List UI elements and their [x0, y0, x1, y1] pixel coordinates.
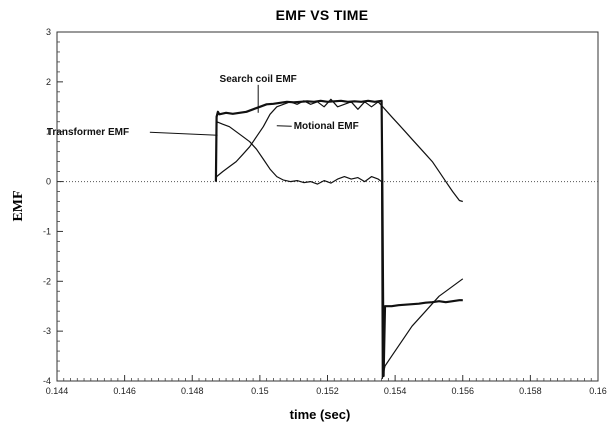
- annotation-label: Motional EMF: [294, 121, 359, 132]
- y-tick-label: -2: [43, 276, 51, 286]
- annotations-group: Search coil EMF Transformer EMF Motional E…: [47, 74, 359, 138]
- y-tick-label: -3: [43, 326, 51, 336]
- y-tick-label: 3: [46, 27, 51, 37]
- chart-title: EMF VS TIME: [276, 7, 369, 23]
- x-tick-label: 0.152: [316, 386, 339, 396]
- x-tick-label: 0.148: [181, 386, 204, 396]
- series-group: [214, 98, 464, 380]
- y-tick-label: 1: [46, 127, 51, 137]
- x-tick-label: 0.144: [46, 386, 69, 396]
- annotation-label: Transformer EMF: [47, 127, 129, 138]
- y-tick-label: -4: [43, 376, 51, 386]
- y-axis-label: EMF: [11, 190, 26, 221]
- x-tick-label: 0.156: [451, 386, 474, 396]
- plot-axes: [56, 31, 599, 382]
- series-line-motional-emf: [215, 98, 463, 203]
- x-tick-label: 0.146: [113, 386, 136, 396]
- y-tick-label: -1: [43, 226, 51, 236]
- x-tick-label: 0.16: [589, 386, 607, 396]
- annotation-leader-line: [149, 131, 218, 136]
- plot-frame: [56, 31, 599, 382]
- series-line-search-coil-emf: [214, 99, 463, 378]
- x-tick-label: 0.154: [384, 386, 407, 396]
- y-tick-label: 0: [46, 177, 51, 187]
- x-axis-label: time (sec): [290, 407, 351, 422]
- y-tick-label: 2: [46, 77, 51, 87]
- ticks-group: 0.144 0.146 0.148 0.15 0.152 0.154 0.156 0.158 0…: [43, 27, 607, 396]
- series-line-transformer-emf: [215, 121, 464, 380]
- annotation-label: Search coil EMF: [220, 74, 297, 85]
- x-tick-label: 0.15: [251, 386, 269, 396]
- x-tick-label: 0.158: [519, 386, 542, 396]
